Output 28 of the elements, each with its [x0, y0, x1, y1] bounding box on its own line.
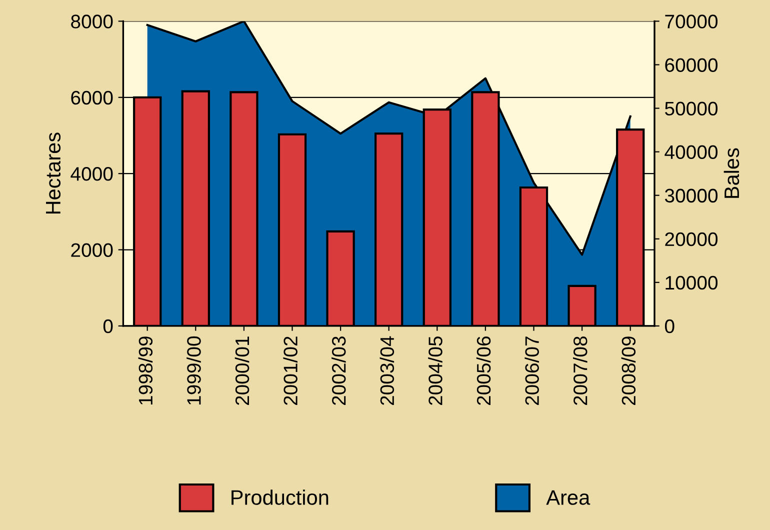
legend-label: Production [232, 490, 328, 505]
y2-tick-label: 0 [664, 319, 674, 334]
x-tick-label: 2000/01 [234, 336, 250, 405]
y2-tick-label: 10000 [666, 276, 718, 290]
y-tick-label: 8000 [71, 14, 113, 28]
y2-axis-title: Bales [724, 148, 740, 198]
x-tick-label: 1998/99 [138, 336, 153, 404]
y-axis-title: Hectares [46, 132, 61, 214]
y2-tick-label: 60000 [665, 58, 718, 72]
y2-tick-label: 50000 [665, 102, 718, 116]
y-tick-label: 2000 [71, 243, 113, 257]
y2-tick-label: 20000 [665, 232, 718, 246]
x-tick-label: 1999/00 [186, 336, 201, 404]
y2-tick-label: 40000 [664, 145, 718, 160]
x-tick-label: 2001/02 [283, 336, 298, 405]
x-tick-label: 2004/05 [428, 336, 442, 405]
y-tick-label: 4000 [70, 167, 113, 181]
y2-tick-label: 70000 [665, 14, 718, 28]
x-tick-label: 2006/07 [524, 336, 539, 405]
x-tick-label: 2002/03 [331, 336, 346, 405]
y-tick-label: 0 [103, 319, 113, 334]
legend-label: Area [546, 490, 590, 505]
x-tick-label: 2007/08 [572, 336, 588, 405]
x-tick-label: 2008/09 [621, 336, 636, 405]
y2-tick-label: 30000 [664, 188, 718, 203]
x-tick-label: 2005/06 [476, 336, 491, 405]
y-tick-label: 6000 [71, 90, 113, 105]
x-tick-label: 2003/04 [380, 336, 394, 405]
